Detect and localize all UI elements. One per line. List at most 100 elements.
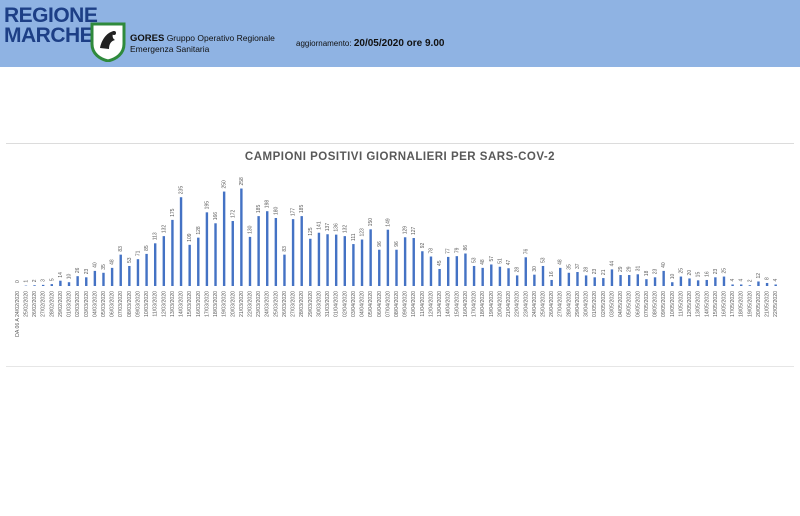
data-label: 12: [756, 273, 762, 279]
bar: [93, 270, 97, 286]
data-label: 4: [739, 278, 745, 281]
x-tick-label: 04/04/2020: [360, 291, 366, 317]
x-tick-label: 27/02/2020: [41, 291, 47, 317]
bar: [731, 284, 734, 286]
data-label: 166: [213, 212, 219, 221]
data-label: 71: [135, 250, 141, 256]
x-tick-label: 25/02/2020: [23, 291, 29, 317]
x-tick-label: 17/03/2020: [204, 291, 210, 317]
bar: [421, 251, 424, 286]
data-label: 1: [23, 280, 29, 283]
bar: [627, 275, 631, 286]
x-tick-label: 28/04/2020: [566, 291, 572, 317]
data-label: 96: [394, 241, 400, 247]
data-label: 250: [222, 180, 228, 189]
x-tick-label: 26/03/2020: [282, 291, 288, 317]
bar: [171, 219, 174, 286]
bar: [619, 275, 622, 286]
data-label: 141: [316, 221, 322, 230]
data-label: 175: [170, 208, 176, 217]
data-label: 172: [230, 209, 236, 218]
x-tick-label: 20/05/2020: [756, 291, 762, 317]
bar: [740, 284, 743, 286]
x-tick-label: 03/04/2020: [351, 291, 357, 317]
bar: [85, 277, 88, 286]
bar: [438, 269, 441, 286]
bar: [360, 239, 364, 286]
x-tick-label: 11/03/2020: [153, 291, 159, 317]
data-label: 8: [765, 277, 771, 280]
data-label: 79: [454, 247, 460, 253]
data-label: 132: [161, 225, 167, 234]
bar: [403, 237, 407, 286]
data-label: 4: [773, 278, 779, 281]
data-label: 3: [41, 279, 47, 282]
bar: [455, 256, 459, 286]
data-label: 10: [67, 273, 73, 279]
data-label: 5: [49, 278, 55, 281]
bar: [515, 275, 519, 286]
bar: [145, 253, 148, 286]
bar: [765, 282, 769, 286]
bar: [369, 229, 372, 286]
bar: [447, 256, 450, 286]
data-label: 45: [437, 260, 443, 266]
data-label: 235: [179, 186, 185, 195]
x-tick-label: 03/05/2020: [609, 291, 615, 317]
update-label: aggiornamento:: [296, 39, 352, 48]
data-label: 198: [265, 200, 271, 209]
data-label: 86: [463, 245, 469, 251]
data-label: 150: [368, 218, 374, 227]
data-label: 109: [187, 233, 193, 242]
bar: [266, 211, 269, 286]
bar: [559, 267, 562, 286]
bar: [248, 236, 252, 286]
bar: [67, 282, 71, 286]
x-tick-label: 16/04/2020: [463, 291, 469, 317]
data-label: 23: [653, 269, 659, 275]
bar: [50, 284, 53, 286]
data-label: 16: [704, 271, 710, 277]
x-tick-label: 28/02/2020: [49, 291, 55, 317]
data-label: 53: [472, 257, 478, 263]
data-label: 185: [256, 205, 262, 214]
x-tick-label: 04/05/2020: [618, 291, 624, 317]
data-label: 14: [58, 272, 64, 278]
chart-title: CAMPIONI POSITIVI GIORNALIERI PER SARS-C…: [245, 151, 555, 163]
bar: [472, 265, 476, 286]
bar: [610, 269, 614, 286]
data-label: 44: [609, 261, 615, 267]
data-label: 83: [282, 246, 288, 252]
bar: [429, 256, 433, 286]
x-tick-label: 10/04/2020: [411, 291, 417, 317]
data-label: 57: [489, 256, 495, 262]
bar: [748, 285, 752, 286]
data-label: 53: [127, 257, 133, 263]
bar: [179, 197, 183, 286]
data-label: 77: [446, 248, 452, 254]
bar: [110, 267, 114, 286]
x-tick-label: 19/03/2020: [222, 291, 228, 317]
bar: [550, 279, 553, 286]
data-label: 48: [480, 259, 486, 265]
data-label: 29: [618, 266, 624, 272]
data-label: 149: [385, 218, 391, 227]
data-label: 21: [601, 269, 607, 275]
x-tick-label: 01/05/2020: [592, 291, 598, 317]
x-tick-label: 01/03/2020: [67, 291, 73, 317]
x-tick-label: 06/04/2020: [377, 291, 383, 317]
data-label: 4: [730, 278, 736, 281]
data-label: 113: [153, 232, 159, 240]
bar: [705, 279, 708, 286]
bar: [498, 266, 502, 286]
bar: [76, 276, 79, 286]
bar: [490, 264, 493, 286]
data-label: 137: [325, 223, 331, 232]
bar: [671, 282, 674, 286]
bar: [197, 237, 200, 286]
bar: [602, 278, 605, 286]
bar: [576, 272, 579, 286]
x-tick-label: 24/04/2020: [532, 291, 538, 317]
logo-line-1: REGIONE: [4, 4, 98, 27]
bar: [214, 223, 217, 286]
